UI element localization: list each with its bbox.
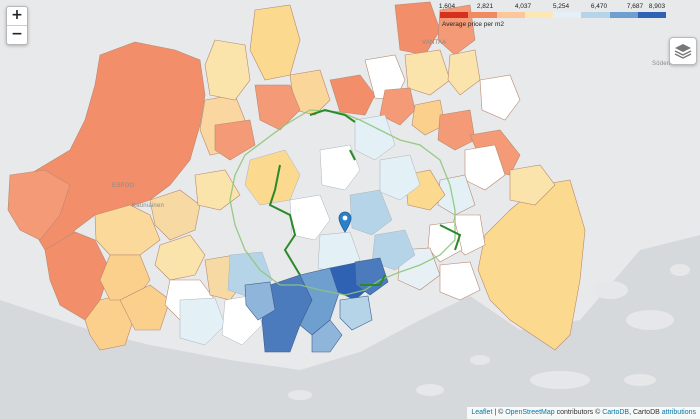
greenbelt-core-trail bbox=[268, 108, 462, 286]
map-attribution: Leaflet | © OpenStreetMap contributors ©… bbox=[467, 407, 700, 419]
legend-tick: 4,037 bbox=[514, 3, 532, 10]
districts-east bbox=[397, 144, 586, 351]
legend-caption: Average price per m2 bbox=[442, 21, 505, 28]
legend-tick: 6,470 bbox=[590, 3, 608, 10]
place-label-espoo: ESPOO bbox=[112, 183, 135, 189]
legend-tick: 8,903 bbox=[648, 3, 666, 10]
place-label-kauniainen: Kauniainen bbox=[132, 203, 165, 209]
legend-color-swatch bbox=[524, 12, 553, 18]
greenbelt-trail bbox=[229, 109, 456, 296]
legend-color-swatch bbox=[440, 12, 469, 18]
legend-color-swatch bbox=[637, 12, 666, 18]
zoom-in-button[interactable]: + bbox=[11, 7, 23, 23]
legend-color-swatch bbox=[468, 12, 497, 18]
legend-color-swatch bbox=[609, 12, 638, 18]
map-marker[interactable] bbox=[338, 211, 352, 238]
place-label-vantaa: VANTAA bbox=[422, 40, 447, 46]
attributions-link[interactable]: attributions bbox=[661, 409, 696, 416]
map-marker-icon bbox=[338, 211, 352, 233]
legend-tick: 7,687 bbox=[626, 3, 644, 10]
legend-tick: 5,254 bbox=[552, 3, 570, 10]
openstreetmap-link[interactable]: OpenStreetMap bbox=[505, 409, 555, 416]
attribution-text: contributors © bbox=[554, 409, 603, 416]
price-legend: 1,604 2,821 4,037 5,254 6,470 7,687 8,90… bbox=[438, 2, 666, 34]
attribution-sep: | © bbox=[492, 409, 506, 416]
legend-color-swatch bbox=[496, 12, 525, 18]
legend-color-swatch bbox=[581, 12, 610, 18]
layers-icon bbox=[674, 44, 692, 59]
place-label-soderkulla: Söderkulla bbox=[652, 61, 683, 67]
legend-color-swatch bbox=[553, 12, 582, 18]
layers-button[interactable] bbox=[669, 37, 697, 65]
attribution-text: , CartoDB bbox=[629, 409, 662, 416]
legend-tick: 1,604 bbox=[438, 3, 456, 10]
zoom-out-button[interactable]: − bbox=[7, 25, 27, 44]
cartodb-link[interactable]: CartoDB bbox=[602, 409, 630, 416]
sea bbox=[0, 235, 700, 419]
leaflet-link[interactable]: Leaflet bbox=[471, 409, 493, 416]
districts-west bbox=[7, 41, 256, 351]
legend-tick: 2,821 bbox=[476, 3, 494, 10]
legend-ticks: 1,604 2,821 4,037 5,254 6,470 7,687 8,90… bbox=[438, 2, 666, 12]
zoom-control: + − bbox=[6, 6, 28, 45]
legend-color-bar bbox=[440, 12, 666, 18]
islands bbox=[288, 264, 690, 400]
